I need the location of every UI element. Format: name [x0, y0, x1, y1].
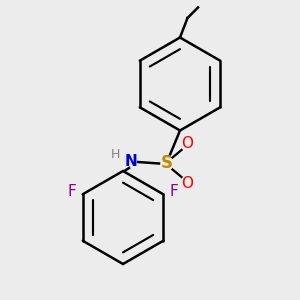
Text: S: S	[160, 154, 172, 172]
Text: F: F	[169, 184, 178, 199]
Text: O: O	[182, 176, 194, 190]
Text: N: N	[124, 154, 137, 169]
Text: O: O	[182, 136, 194, 152]
Text: F: F	[68, 184, 76, 199]
Text: H: H	[111, 148, 120, 161]
